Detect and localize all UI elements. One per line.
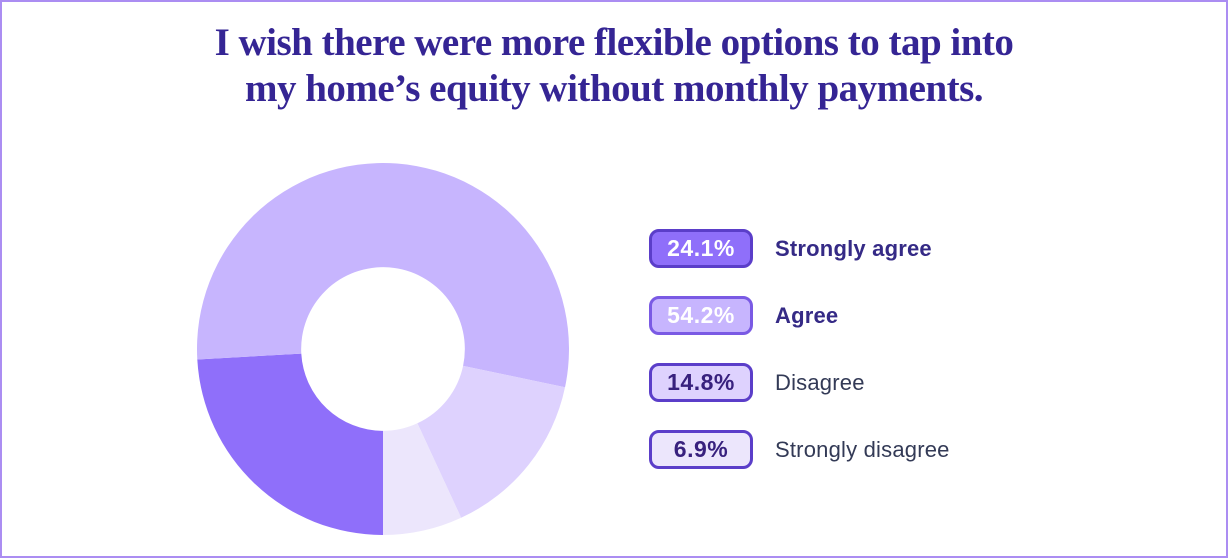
chart-title-line-2: my home’s equity without monthly payment… — [244, 67, 984, 111]
percent-badge-agree: 54.2% — [649, 296, 753, 335]
donut-segment-agree — [197, 163, 569, 388]
donut-segment-disagree — [417, 365, 566, 518]
chart-legend: 24.1% Strongly agree 54.2% Agree 14.8% D… — [649, 229, 950, 497]
percent-badge-strongly-agree: 24.1% — [649, 229, 753, 268]
donut-chart — [197, 163, 569, 535]
legend-label-strongly-disagree: Strongly disagree — [775, 436, 950, 462]
chart-title: I wish there were more flexible options … — [2, 20, 1226, 112]
percent-badge-disagree: 14.8% — [649, 363, 753, 402]
legend-label-agree: Agree — [775, 302, 839, 328]
donut-segment-strongly-agree — [197, 353, 383, 535]
percent-badge-strongly-disagree: 6.9% — [649, 430, 753, 469]
legend-label-strongly-agree: Strongly agree — [775, 235, 932, 261]
legend-item-disagree: 14.8% Disagree — [649, 363, 950, 402]
chart-title-line-1: I wish there were more flexible options … — [214, 21, 1014, 64]
donut-segment-strongly-disagree — [383, 423, 462, 535]
legend-label-disagree: Disagree — [775, 369, 865, 395]
legend-item-strongly-disagree: 6.9% Strongly disagree — [649, 430, 950, 469]
legend-item-strongly-agree: 24.1% Strongly agree — [649, 229, 950, 268]
legend-item-agree: 54.2% Agree — [649, 296, 950, 335]
